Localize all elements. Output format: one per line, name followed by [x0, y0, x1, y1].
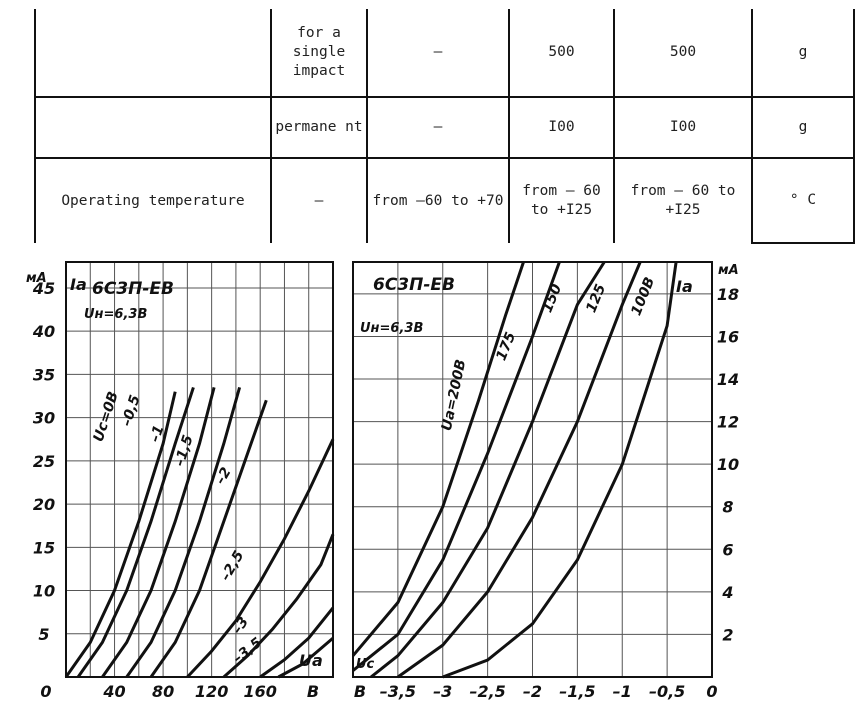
y-tick-label: 10 — [33, 582, 55, 601]
parameter-cell: Operating temperature — [34, 157, 272, 243]
table-row: Operating temperature – from –60 to +70 … — [34, 157, 855, 244]
y-axis-label: Ia — [70, 275, 87, 294]
plot-frame — [65, 261, 334, 678]
x-tick-label: 160 — [243, 682, 276, 701]
x-tick-label: –1,5 — [559, 682, 595, 701]
y-unit-label: мА — [26, 271, 47, 286]
series-label: –1 — [147, 423, 167, 444]
y-tick-label: 25 — [33, 452, 55, 471]
x-tick-label: –3 — [433, 682, 452, 701]
chart-title: 6С3П-ЕВ — [373, 275, 455, 295]
series-label: Uc=0В — [91, 390, 122, 444]
x-tick-label: В — [354, 682, 366, 701]
series-label: –3 — [229, 614, 252, 637]
y-tick-label: 16 — [717, 327, 739, 346]
y-axis-label: Ia — [676, 277, 693, 296]
value-cell: from – 60 to +I25 — [613, 157, 753, 243]
series-line — [351, 261, 525, 657]
series-line — [76, 386, 195, 678]
x-tick-label: В — [307, 682, 319, 701]
y-unit-label: мА — [718, 263, 739, 278]
series-label: –0,5 — [119, 393, 144, 428]
table-row: for a single impact – 500 500 g — [34, 9, 855, 98]
x-tick-label: 0 — [706, 682, 717, 701]
unit-cell: g — [751, 9, 855, 98]
chart-title: 6С3П-ЕВ — [92, 279, 174, 299]
specifications-table: for a single impact – 500 500 g permane … — [34, 9, 855, 244]
y-tick-label: 18 — [717, 285, 739, 304]
condition-cell: permane nt — [270, 96, 368, 159]
table-cell-empty — [34, 96, 272, 159]
table-row: permane nt – I00 I00 g — [34, 96, 855, 159]
x-axis-label: Ua — [299, 651, 323, 670]
chart-annotation: Uн=6,3В — [84, 307, 147, 322]
y-tick-label: 2 — [722, 625, 733, 644]
unit-cell: g — [751, 96, 855, 159]
unit-cell: ° C — [751, 157, 855, 244]
y-tick-label: 6 — [722, 540, 733, 559]
table-cell-empty — [34, 9, 272, 98]
series-line — [222, 533, 335, 679]
value-cell: – — [366, 9, 510, 98]
value-cell: 500 — [613, 9, 753, 98]
x-tick-label: –3,5 — [380, 682, 416, 701]
y-tick-label: 14 — [717, 370, 739, 389]
series-line — [186, 438, 335, 679]
y-tick-label: 45 — [32, 279, 55, 298]
series-line — [277, 636, 334, 679]
y-tick-label: 10 — [717, 455, 739, 474]
value-cell: I00 — [613, 96, 753, 159]
x-tick-label: –1 — [613, 682, 632, 701]
y-tick-label: 8 — [722, 498, 733, 517]
x-tick-label: 0 — [40, 682, 51, 701]
y-tick-label: 40 — [32, 322, 55, 341]
y-tick-label: 20 — [33, 495, 55, 514]
series-line — [397, 261, 642, 679]
chart-annotation: Uн=6,3В — [360, 321, 423, 336]
x-axis-label: Uc — [356, 657, 375, 672]
series-line — [125, 386, 242, 678]
x-tick-label: –2 — [523, 682, 542, 701]
value-cell: – — [270, 157, 368, 243]
x-tick-label: –0,5 — [649, 682, 685, 701]
value-cell: I00 — [508, 96, 615, 159]
y-tick-label: 12 — [717, 413, 739, 432]
y-tick-label: 30 — [33, 409, 55, 428]
series-line — [259, 606, 335, 679]
condition-cell: for a single impact — [270, 9, 368, 98]
series-label: 175 — [493, 330, 519, 363]
x-tick-label: 80 — [152, 682, 174, 701]
value-cell: from –60 to +70 — [366, 157, 510, 243]
plot-frame — [352, 261, 713, 678]
series-label: –2,5 — [218, 548, 248, 584]
series-line — [64, 391, 177, 678]
series-line — [352, 261, 561, 672]
x-tick-label: 40 — [102, 682, 125, 701]
x-tick-label: 120 — [195, 682, 228, 701]
y-tick-label: 15 — [33, 538, 55, 557]
series-line — [149, 399, 268, 678]
series-line — [370, 261, 606, 679]
value-cell: – — [366, 96, 510, 159]
value-cell: 500 — [508, 9, 615, 98]
y-tick-label: 35 — [33, 365, 55, 384]
x-tick-label: –2,5 — [469, 682, 505, 701]
y-tick-label: 4 — [721, 583, 733, 602]
series-line — [101, 387, 216, 678]
series-label: 150 — [539, 282, 565, 315]
series-line — [442, 261, 678, 679]
series-label: –2 — [212, 465, 234, 488]
y-tick-label: 5 — [38, 625, 49, 644]
value-cell: from – 60 to +I25 — [508, 157, 615, 243]
